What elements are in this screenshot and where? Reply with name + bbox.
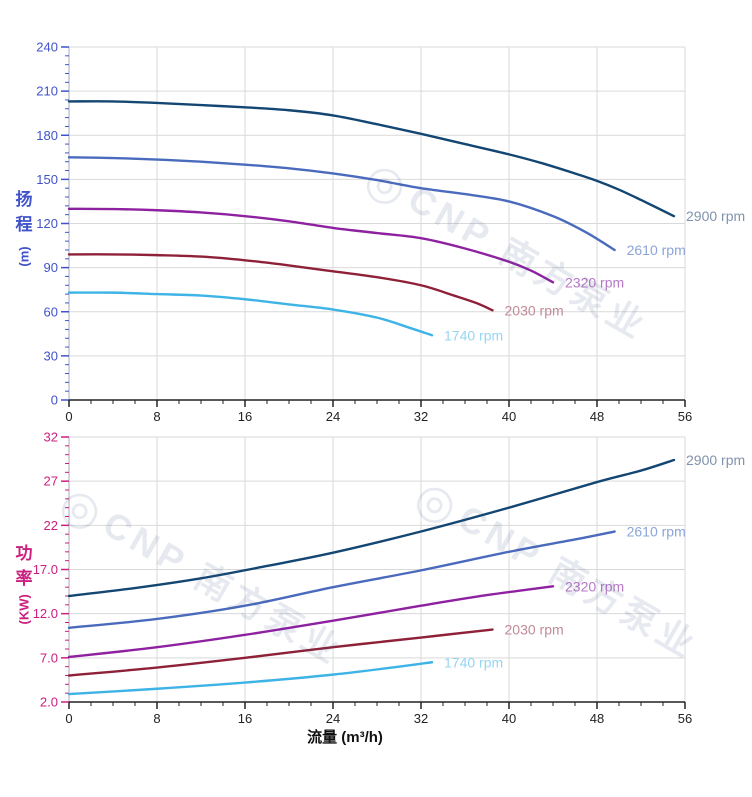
series-label-2900-rpm: 2900 rpm [686, 208, 745, 224]
y-tick-label: 60 [44, 304, 58, 319]
curve-2320-rpm [67, 207, 555, 284]
x-tick-label: 40 [502, 409, 516, 424]
series-label-2900-rpm: 2900 rpm [686, 452, 745, 468]
series-label-2610-rpm: 2610 rpm [627, 242, 686, 258]
y-tick-label: 180 [36, 128, 58, 143]
series-label-2030-rpm: 2030 rpm [505, 302, 564, 318]
x-tick-label: 56 [678, 409, 692, 424]
x-tick-label: 0 [65, 409, 72, 424]
power-axis-title-text: 功率 [15, 544, 33, 588]
series-label-2030-rpm: 2030 rpm [505, 622, 564, 638]
curve-2030-rpm [67, 628, 494, 677]
y-tick-label: 0 [51, 393, 58, 408]
head-axis-unit: (m) [16, 246, 32, 267]
y-tick-label: 90 [44, 260, 58, 275]
head-axis-title-text: 扬程 [15, 190, 33, 234]
curve-2320-rpm [67, 585, 555, 659]
chart-0: 0 30 60 90 120 150 180 210 240 0 8 16 24 32 40 48 56 2900… [36, 40, 745, 425]
x-tick-label: 0 [65, 711, 72, 726]
x-tick-label: 8 [153, 409, 160, 424]
curve-2610-rpm [67, 530, 616, 629]
x-tick-label: 48 [590, 409, 604, 424]
y-tick-label: 240 [36, 40, 58, 55]
y-tick-label: 12.0 [33, 606, 58, 621]
curve-2900-rpm [67, 458, 676, 598]
x-tick-label: 32 [414, 409, 428, 424]
curve-1740-rpm [67, 661, 434, 696]
curve-2030-rpm [67, 253, 494, 312]
series-label-1740-rpm: 1740 rpm [444, 327, 503, 343]
curve-2900-rpm [67, 100, 676, 218]
x-tick-label: 16 [238, 409, 252, 424]
x-tick-label: 48 [590, 711, 604, 726]
x-tick-label: 40 [502, 711, 516, 726]
power-axis-unit: (KW) [16, 594, 32, 625]
flow-axis-title: 流量 (m³/h) [307, 729, 383, 746]
x-tick-label: 32 [414, 711, 428, 726]
y-tick-label: 150 [36, 172, 58, 187]
series-label-2610-rpm: 2610 rpm [627, 524, 686, 540]
y-tick-label: 27 [44, 474, 58, 489]
y-tick-label: 120 [36, 216, 58, 231]
series-label-2320-rpm: 2320 rpm [565, 274, 624, 290]
y-tick-label: 2.0 [40, 695, 58, 710]
y-tick-label: 210 [36, 84, 58, 99]
y-tick-label: 17.0 [33, 562, 58, 577]
head-axis-title: 扬程 (m) [10, 188, 38, 267]
x-tick-label: 24 [326, 409, 340, 424]
power-axis-title: 功率 (KW) [10, 542, 38, 625]
x-tick-label: 56 [678, 711, 692, 726]
x-tick-label: 8 [153, 711, 160, 726]
y-tick-label: 30 [44, 348, 58, 363]
y-tick-label: 22 [44, 518, 58, 533]
series-label-2320-rpm: 2320 rpm [565, 578, 624, 594]
x-tick-label: 24 [326, 711, 340, 726]
curve-1740-rpm [67, 291, 434, 337]
x-tick-label: 16 [238, 711, 252, 726]
y-tick-label: 32 [44, 430, 58, 445]
curve-2610-rpm [67, 156, 616, 252]
y-tick-label: 7.0 [40, 650, 58, 665]
series-label-1740-rpm: 1740 rpm [444, 654, 503, 670]
chart-1: 2.0 7.0 12.0 17.0 22 27 32 0 8 16 24 32 40 48 56 2900 r… [33, 430, 745, 727]
